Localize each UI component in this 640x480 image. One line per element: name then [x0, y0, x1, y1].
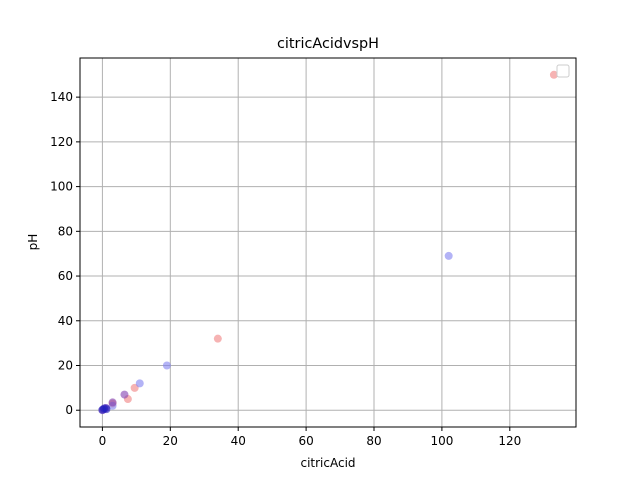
grid-lines — [80, 58, 576, 427]
y-axis-label: pH — [26, 234, 40, 251]
axis-ticks: 0 20 40 60 80 100 120 0 20 40 60 80 100 120 140 — [50, 90, 521, 448]
scatter-point — [549, 70, 558, 79]
x-tick-label: 60 — [298, 434, 313, 448]
scatter-point — [135, 379, 144, 388]
x-tick-label: 40 — [231, 434, 246, 448]
y-tick-label: 20 — [58, 359, 73, 373]
scatter-point — [162, 361, 171, 370]
scatter-point — [120, 390, 129, 399]
x-tick-label: 100 — [430, 434, 453, 448]
y-tick-label: 60 — [58, 269, 73, 283]
plot-area — [80, 58, 576, 427]
y-tick-label: 0 — [65, 403, 73, 417]
data-points — [98, 70, 558, 415]
scatter-point — [444, 251, 453, 260]
x-tick-label: 20 — [163, 434, 178, 448]
y-tick-label: 120 — [50, 135, 73, 149]
y-tick-label: 140 — [50, 90, 73, 104]
scatter-point — [102, 405, 111, 414]
scatter-point — [108, 398, 117, 407]
chart-title: citricAcidvspH — [277, 36, 379, 52]
x-axis-label: citricAcid — [300, 456, 355, 470]
x-tick-label: 120 — [498, 434, 521, 448]
y-tick-label: 80 — [58, 224, 73, 238]
x-tick-label: 80 — [366, 434, 381, 448]
scatter-point — [213, 334, 222, 343]
legend-box[interactable] — [556, 64, 570, 78]
y-tick-label: 100 — [50, 180, 73, 194]
plot-frame — [79, 57, 577, 428]
x-tick-label: 0 — [99, 434, 107, 448]
y-tick-label: 40 — [58, 314, 73, 328]
